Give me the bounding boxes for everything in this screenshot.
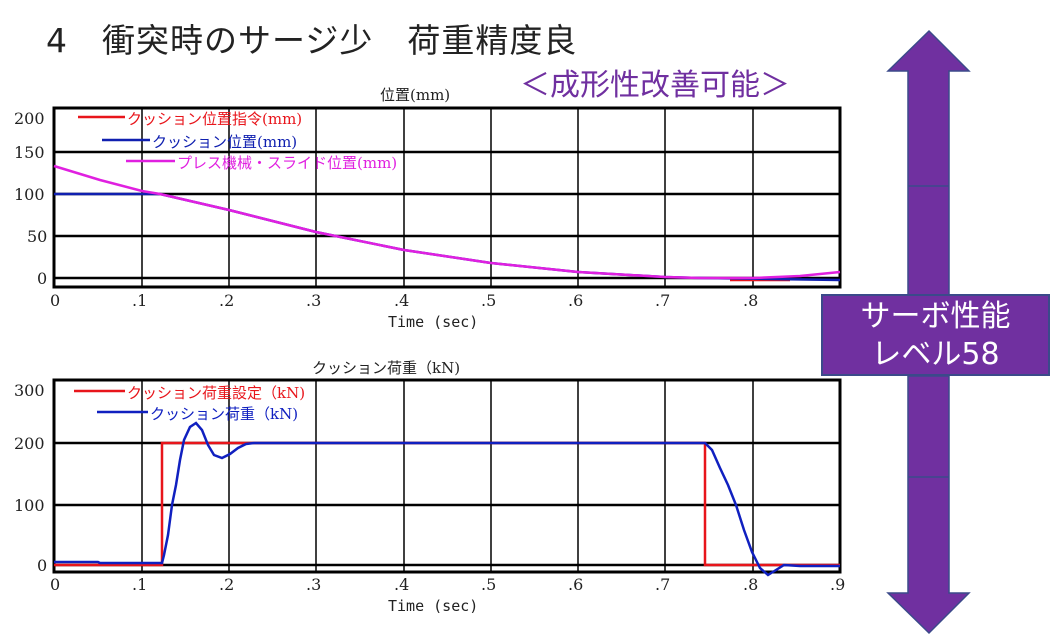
position-chart-title: 位置(mm): [380, 86, 451, 104]
x-tick: .7: [655, 575, 671, 594]
x-tick: .9: [830, 575, 846, 594]
servo-box-line1: サーボ性能: [860, 299, 1011, 334]
x-tick: 0: [50, 291, 61, 310]
x-tick: .7: [655, 291, 671, 310]
legend-position-command: クッション位置指令(mm): [127, 110, 303, 128]
x-tick: .2: [219, 291, 235, 310]
x-tick: 0: [50, 575, 61, 594]
x-tick: .6: [568, 575, 584, 594]
y-tick: 300: [14, 381, 45, 400]
x-tick: .5: [481, 291, 497, 310]
servo-performance-box: サーボ性能 レベル58: [821, 294, 1050, 376]
load-chart-title: クッション荷重（kN): [312, 359, 461, 377]
y-tick: 50: [27, 227, 48, 246]
x-tick: .3: [306, 291, 322, 310]
load-x-axis-label: Time (sec): [388, 597, 479, 615]
y-tick: 100: [14, 496, 45, 515]
x-tick: .1: [132, 575, 148, 594]
x-tick: .8: [743, 575, 759, 594]
y-tick: 150: [14, 143, 45, 162]
position-x-axis-label: Time (sec): [388, 313, 479, 331]
legend-load: クッション荷重（kN): [150, 405, 299, 423]
y-tick: 200: [14, 109, 45, 128]
y-tick: 0: [37, 269, 48, 288]
servo-box-line2: レベル58: [871, 337, 1000, 372]
legend-slide-position: プレス機械・スライド位置(mm): [177, 154, 398, 172]
x-tick: .4: [394, 575, 410, 594]
y-tick: 0: [37, 556, 48, 575]
series-cushion-load: [54, 421, 840, 577]
position-chart-grid: [52, 106, 842, 289]
y-tick: 200: [14, 434, 45, 453]
double-arrow-icon: [886, 29, 971, 635]
x-tick: .4: [394, 291, 410, 310]
subtitle-improvement: ＜成形性改善可能＞: [520, 68, 790, 103]
x-tick: .1: [132, 291, 148, 310]
x-tick: .8: [743, 291, 759, 310]
x-tick: .5: [481, 575, 497, 594]
legend-load-setting: クッション荷重設定（kN): [127, 384, 306, 402]
y-tick: 100: [14, 185, 45, 204]
slide-title: 4 衝突時のサージ少 荷重精度良: [46, 21, 578, 60]
x-tick: .6: [568, 291, 584, 310]
legend-cushion-position: クッション位置(mm): [152, 133, 298, 151]
x-tick: .2: [219, 575, 235, 594]
x-tick: .3: [306, 575, 322, 594]
series-press-slide-position: [53, 164, 841, 280]
